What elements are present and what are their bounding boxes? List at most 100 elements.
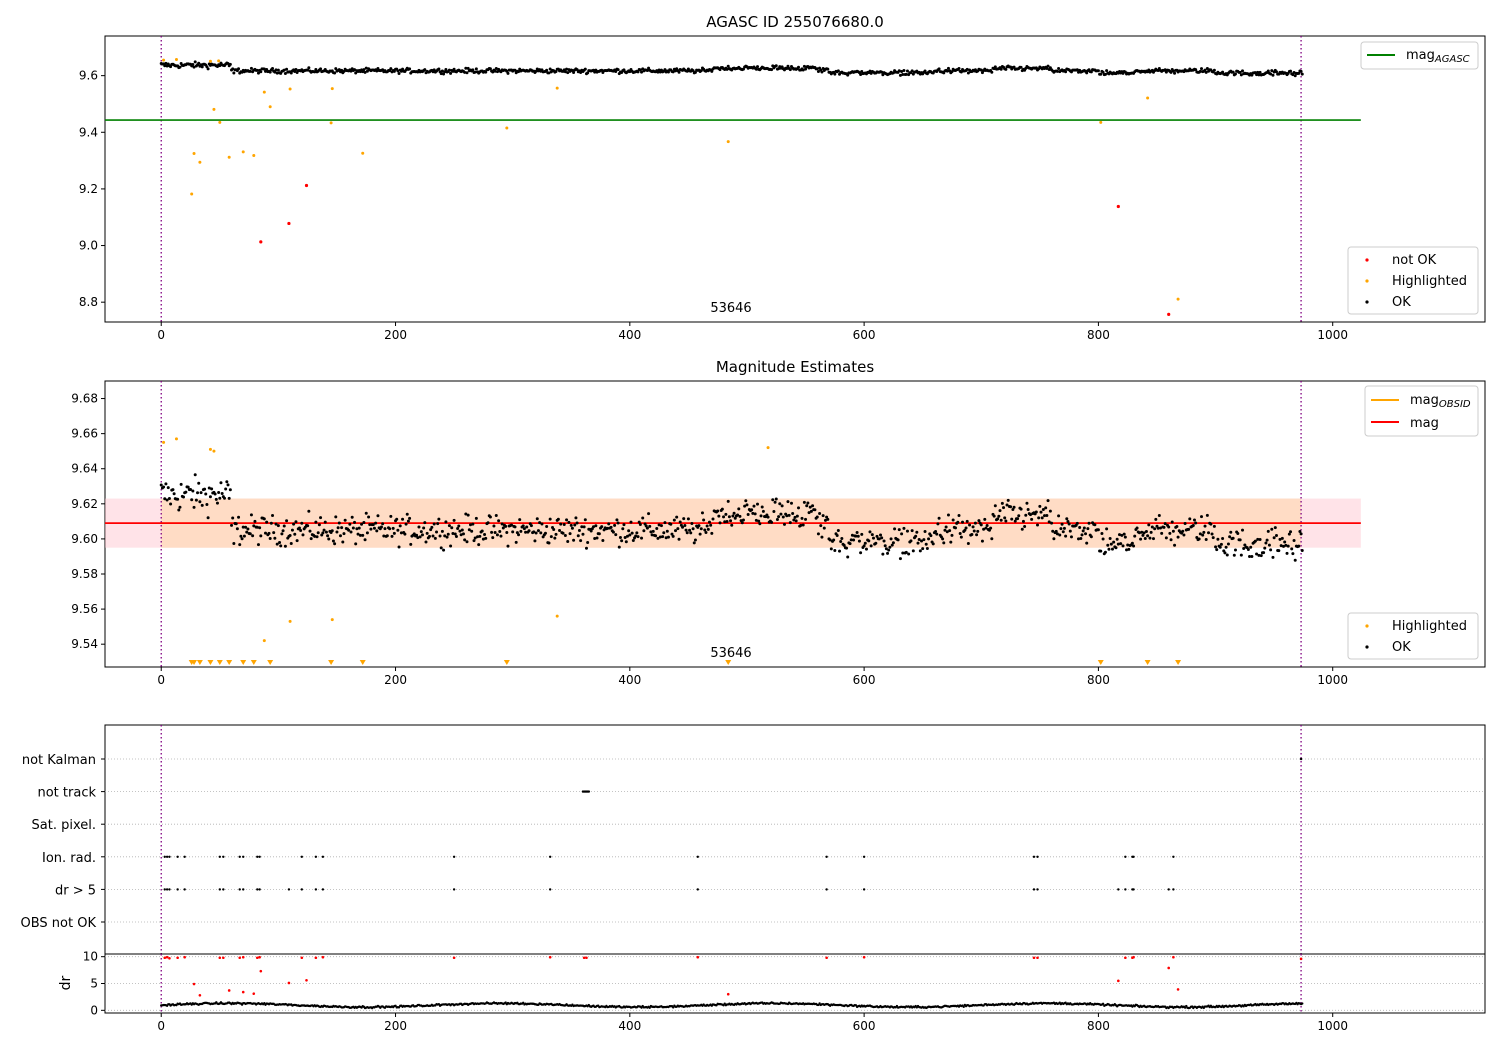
ok-point xyxy=(671,70,675,74)
ok-point xyxy=(948,529,952,533)
ok-point xyxy=(775,518,779,522)
ok-point xyxy=(444,520,448,524)
out-of-range-marker xyxy=(328,660,335,665)
dr-axis-label: dr xyxy=(58,975,74,990)
ok-point xyxy=(1087,521,1091,525)
ok-point xyxy=(268,70,272,74)
ok-point xyxy=(255,68,259,72)
ok-point xyxy=(1223,551,1227,555)
ok-point xyxy=(1105,527,1109,531)
ok-point xyxy=(406,519,410,523)
ok-point xyxy=(474,67,478,71)
dr-flagged-point xyxy=(227,989,231,992)
ok-point xyxy=(657,523,661,527)
flag-point xyxy=(176,888,179,891)
ok-point xyxy=(629,520,633,524)
ok-point xyxy=(349,530,353,534)
ok-point xyxy=(465,540,469,544)
ok-point xyxy=(184,490,188,494)
ok-point xyxy=(1246,548,1250,552)
flag-category-label: not track xyxy=(37,786,96,801)
ok-point xyxy=(850,533,854,537)
ok-point xyxy=(306,524,310,528)
ok-point xyxy=(272,531,276,535)
ok-point xyxy=(396,528,400,532)
ok-point xyxy=(1057,514,1061,518)
ok-point xyxy=(461,532,465,536)
ok-point xyxy=(689,531,693,535)
ok-point xyxy=(497,519,501,523)
x-tick-label: 600 xyxy=(853,1019,876,1033)
ok-point xyxy=(1248,554,1252,558)
not-ok-point xyxy=(287,221,291,226)
x-tick-label: 200 xyxy=(384,328,407,342)
ok-point xyxy=(846,73,850,77)
ok-point xyxy=(322,528,326,532)
ok-point xyxy=(1045,66,1049,70)
ok-point xyxy=(248,532,252,536)
ok-point xyxy=(692,541,696,545)
ok-point xyxy=(1192,518,1196,522)
ok-point xyxy=(996,517,1000,521)
panel-2-legend-points: Highlighted OK xyxy=(1347,612,1479,660)
x-tick-label: 0 xyxy=(157,673,165,687)
flag-point xyxy=(696,855,699,858)
ok-point xyxy=(379,525,383,529)
ok-point xyxy=(164,61,168,65)
ok-point xyxy=(283,71,287,75)
ok-point xyxy=(804,517,808,521)
ok-point xyxy=(200,65,204,69)
ok-point xyxy=(751,511,755,515)
ok-point xyxy=(697,524,701,528)
ok-point xyxy=(1255,552,1259,556)
ok-point xyxy=(1030,517,1034,521)
highlighted-point xyxy=(241,150,245,154)
ok-point xyxy=(522,527,526,531)
ok-point xyxy=(879,533,883,537)
ok-point xyxy=(1040,516,1044,520)
ok-point xyxy=(579,71,583,75)
not-ok-point xyxy=(1167,312,1171,316)
out-of-range-marker xyxy=(226,660,233,665)
ok-point xyxy=(159,483,163,487)
ok-point xyxy=(574,516,578,520)
ok-point xyxy=(1114,546,1118,550)
ok-point xyxy=(1057,67,1061,71)
ok-point xyxy=(1127,547,1131,551)
ok-point xyxy=(1219,542,1223,546)
ok-point xyxy=(572,538,576,542)
ok-point xyxy=(690,522,694,526)
ok-point xyxy=(369,527,373,531)
ok-point xyxy=(1300,548,1304,552)
ok-point xyxy=(616,68,620,72)
dr-flagged-point xyxy=(222,956,225,960)
ok-point xyxy=(177,508,181,512)
ok-point xyxy=(453,532,457,536)
ok-point xyxy=(623,535,627,539)
dr-point xyxy=(671,1006,675,1009)
ok-point xyxy=(852,538,856,542)
ok-point xyxy=(275,542,279,546)
ok-point xyxy=(306,68,310,72)
ok-point xyxy=(1052,537,1056,541)
ok-point xyxy=(957,66,961,70)
svg-text:magOBSID: magOBSID xyxy=(1410,393,1471,410)
ok-point xyxy=(820,70,824,74)
flag-point xyxy=(165,888,169,891)
ok-point xyxy=(1205,66,1209,70)
ok-point xyxy=(554,70,558,74)
ok-point xyxy=(727,515,731,519)
ok-point xyxy=(1274,534,1278,538)
ok-point xyxy=(741,67,745,71)
ok-point xyxy=(456,527,460,531)
ok-point xyxy=(889,537,893,541)
ok-point xyxy=(1176,535,1180,539)
ok-point xyxy=(525,525,529,529)
ok-point xyxy=(1239,553,1243,557)
ok-point xyxy=(171,488,175,492)
ok-point xyxy=(235,527,239,531)
ok-point xyxy=(880,536,884,540)
flag-point xyxy=(314,855,318,858)
ok-point xyxy=(1194,68,1198,72)
ok-point xyxy=(297,526,301,530)
